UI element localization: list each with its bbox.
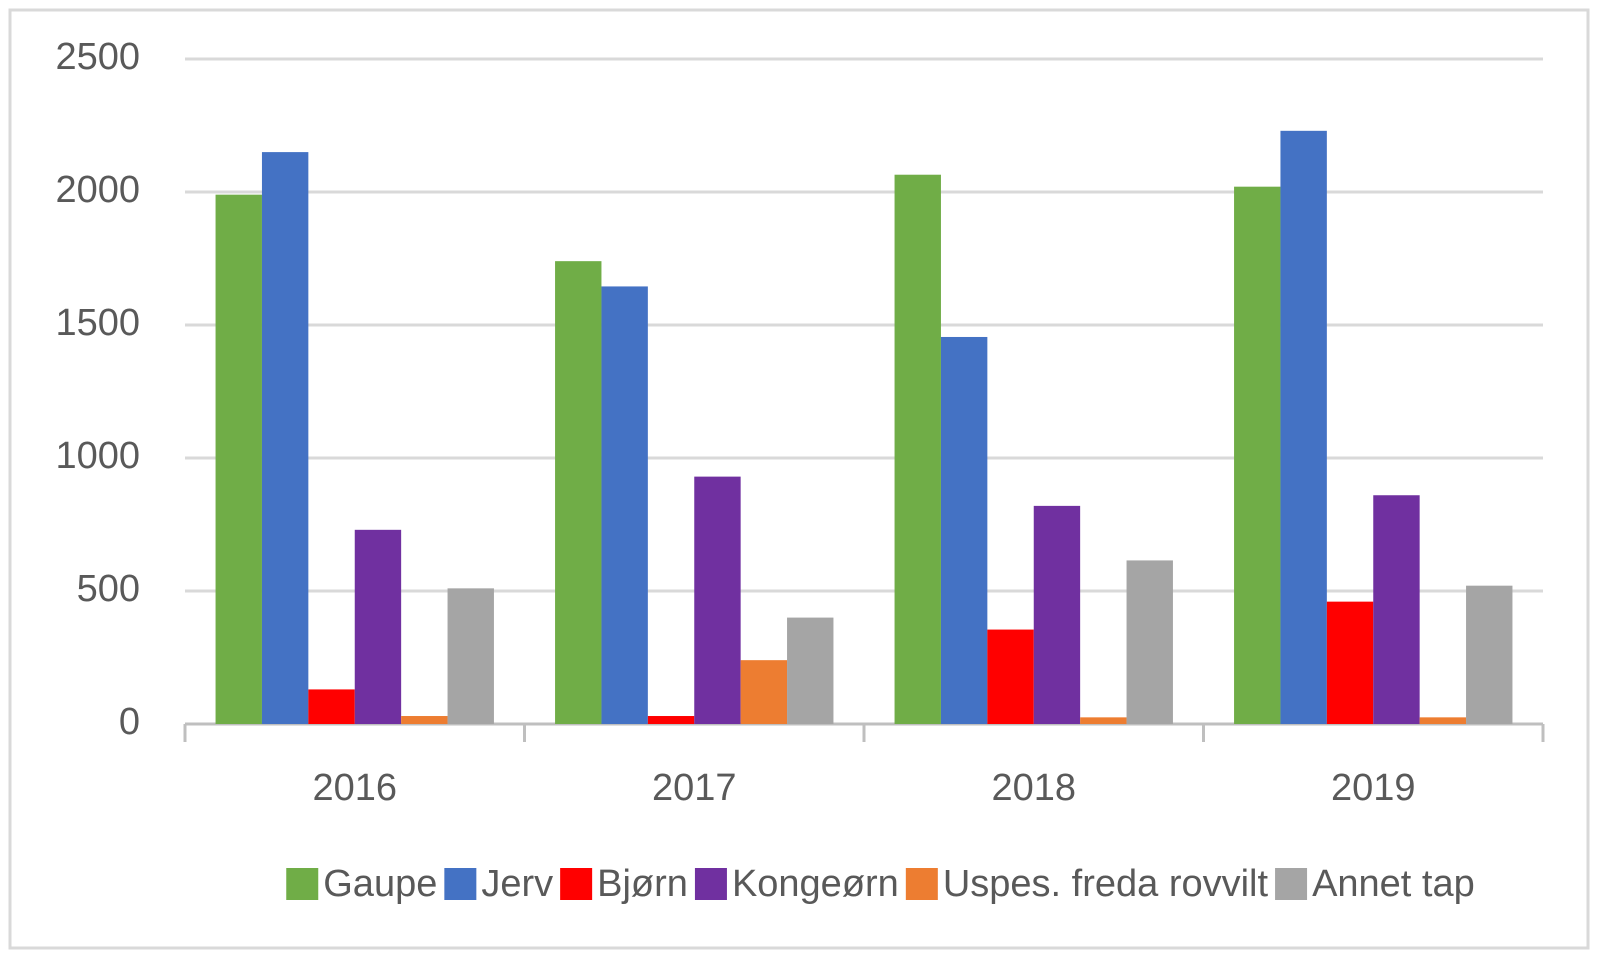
legend-label: Jerv bbox=[481, 863, 553, 905]
bar bbox=[1280, 130, 1327, 724]
bar bbox=[261, 152, 309, 725]
bar bbox=[555, 261, 602, 724]
y-tick-label: 1500 bbox=[55, 302, 140, 344]
bar bbox=[1373, 495, 1420, 724]
bar bbox=[894, 174, 941, 724]
x-tick-label: 2018 bbox=[991, 767, 1076, 809]
y-tick-label: 500 bbox=[77, 568, 140, 610]
bar bbox=[1126, 560, 1173, 724]
legend-label: Kongeørn bbox=[732, 863, 899, 905]
bar bbox=[787, 617, 834, 724]
bar bbox=[601, 286, 648, 724]
bar bbox=[1080, 717, 1127, 724]
x-tick-label: 2019 bbox=[1331, 767, 1416, 809]
legend-label: Bjørn bbox=[597, 863, 688, 905]
legend-label: Annet tap bbox=[1312, 863, 1475, 905]
y-tick-label: 1000 bbox=[55, 435, 140, 477]
legend-label: Gaupe bbox=[323, 863, 437, 905]
legend-swatch bbox=[560, 868, 593, 900]
bar bbox=[940, 336, 988, 724]
x-tick-label: 2016 bbox=[312, 767, 397, 809]
bar bbox=[1234, 186, 1281, 724]
bar bbox=[1419, 717, 1467, 724]
bar bbox=[308, 689, 355, 724]
bar bbox=[447, 588, 494, 724]
y-tick-label: 2000 bbox=[55, 169, 140, 211]
bar bbox=[401, 716, 448, 724]
bar bbox=[1326, 601, 1374, 724]
legend-swatch bbox=[444, 868, 477, 900]
legend-label: Uspes. freda rovvilt bbox=[943, 863, 1269, 905]
bar bbox=[694, 476, 741, 724]
bar bbox=[215, 194, 262, 724]
legend-swatch bbox=[905, 868, 938, 900]
x-tick-label: 2017 bbox=[652, 767, 737, 809]
bar bbox=[1033, 505, 1081, 724]
legend-swatch bbox=[286, 868, 319, 900]
bar bbox=[1466, 585, 1513, 724]
legend-swatch bbox=[1275, 868, 1308, 900]
bar bbox=[354, 529, 402, 724]
bar bbox=[740, 660, 788, 724]
y-tick-label: 0 bbox=[119, 701, 140, 743]
y-tick-label: 2500 bbox=[55, 36, 140, 78]
bar bbox=[987, 629, 1034, 724]
legend-swatch bbox=[694, 868, 727, 900]
bar bbox=[647, 716, 695, 724]
